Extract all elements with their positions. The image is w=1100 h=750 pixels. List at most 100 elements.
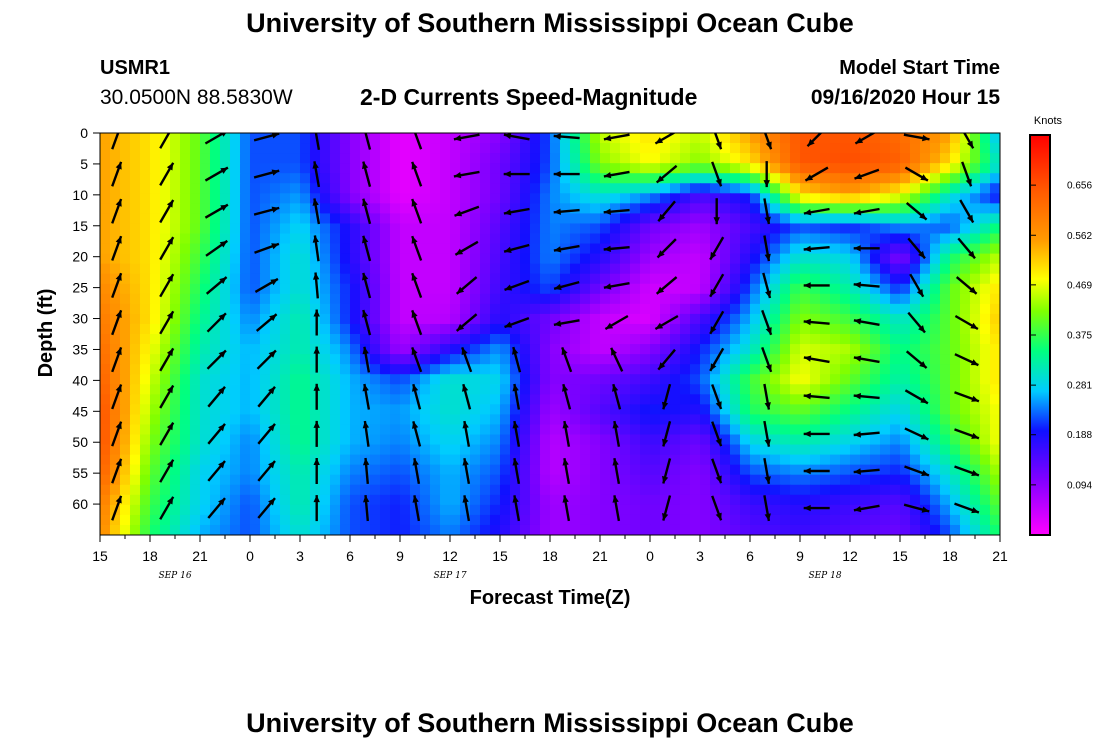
- heat-cell: [110, 213, 121, 225]
- current-arrow: [854, 133, 876, 145]
- heat-cell: [880, 323, 891, 335]
- heat-cell: [610, 344, 621, 355]
- heat-cell: [440, 323, 451, 335]
- current-arrow: [803, 245, 830, 252]
- heat-cell: [470, 303, 481, 315]
- heat-cell: [910, 374, 921, 385]
- heat-cell: [830, 263, 841, 275]
- heat-cell: [320, 303, 331, 315]
- heat-cell: [480, 223, 491, 235]
- heat-cell: [460, 213, 471, 225]
- heat-cell: [950, 474, 961, 486]
- heat-cell: [890, 354, 901, 365]
- heat-cell: [250, 163, 261, 174]
- heat-cell: [890, 514, 901, 526]
- heat-cell: [570, 364, 581, 375]
- heat-cell: [210, 233, 221, 245]
- heat-cell: [870, 173, 881, 184]
- heat-cell: [950, 344, 961, 355]
- heat-cell: [970, 153, 981, 164]
- current-arrow: [1055, 131, 1078, 144]
- heat-cell: [430, 434, 441, 446]
- heat-cell: [130, 183, 141, 194]
- heat-cell: [780, 404, 791, 415]
- heat-cell: [460, 163, 471, 174]
- heat-cell: [490, 354, 501, 365]
- current-arrow: [803, 318, 830, 326]
- heat-cell: [360, 504, 371, 516]
- heat-cell: [300, 213, 311, 225]
- heat-cell: [830, 434, 841, 446]
- heat-cell: [780, 173, 791, 184]
- heat-cell: [500, 173, 511, 184]
- heat-cell: [730, 173, 741, 184]
- heat-cell: [920, 424, 931, 436]
- heat-cell: [890, 334, 901, 345]
- heat-cell: [960, 504, 971, 516]
- heat-cell: [900, 434, 911, 446]
- heat-cell: [620, 394, 631, 405]
- heat-cell: [880, 344, 891, 355]
- current-arrow: [159, 310, 175, 335]
- heat-cell: [500, 233, 511, 245]
- heat-cell: [600, 404, 611, 415]
- heat-cell: [350, 464, 361, 476]
- heat-cell: [580, 263, 591, 275]
- heat-cell: [960, 313, 971, 325]
- heat-cell: [120, 313, 131, 325]
- heat-cell: [750, 444, 761, 456]
- heat-cell: [210, 293, 221, 305]
- heat-cell: [570, 233, 581, 245]
- heat-cell: [250, 293, 261, 305]
- heat-cell: [680, 143, 691, 154]
- heat-cell: [330, 283, 341, 295]
- heat-cell: [200, 283, 211, 295]
- heat-cell: [130, 263, 141, 275]
- heat-cell: [700, 374, 711, 385]
- heat-cell: [620, 514, 631, 526]
- heat-cell: [140, 233, 151, 245]
- heat-cell: [160, 213, 171, 225]
- heat-cell: [110, 163, 121, 174]
- heat-cell: [730, 424, 741, 436]
- heat-cell: [120, 414, 131, 426]
- heat-cell: [930, 213, 941, 225]
- heat-cell: [430, 183, 441, 194]
- heat-cell: [930, 354, 941, 365]
- heat-cell: [500, 143, 511, 154]
- heat-cell: [550, 374, 561, 385]
- heat-cell: [900, 404, 911, 415]
- heat-cell: [310, 303, 321, 315]
- colorbar-unit: Knots: [1034, 115, 1063, 127]
- heat-cell: [210, 143, 221, 154]
- current-arrow: [207, 460, 226, 482]
- heat-cell: [620, 153, 631, 164]
- heat-cell: [590, 484, 601, 496]
- heat-cell: [750, 173, 761, 184]
- heat-cell: [240, 504, 251, 516]
- heat-cell: [990, 133, 1000, 144]
- heat-cell: [550, 163, 561, 174]
- heat-cell: [990, 404, 1000, 415]
- heat-cell: [440, 344, 451, 355]
- heat-cell: [700, 133, 711, 144]
- heat-cell: [150, 133, 161, 144]
- heat-cell: [720, 494, 731, 506]
- heat-cell: [660, 424, 671, 436]
- heat-cell: [150, 494, 161, 506]
- heat-cell: [670, 394, 681, 405]
- heat-cell: [390, 183, 401, 194]
- heat-cell: [560, 273, 571, 285]
- heat-cell: [400, 504, 411, 516]
- heat-cell: [550, 424, 561, 436]
- heat-cell: [890, 384, 901, 395]
- heat-cell: [820, 374, 831, 385]
- heat-cell: [400, 183, 411, 194]
- heat-cell: [460, 233, 471, 245]
- chart-title: University of Southern Mississippi Ocean…: [246, 8, 854, 38]
- current-arrow: [713, 198, 720, 225]
- heat-cell: [980, 344, 991, 355]
- heat-cell: [270, 323, 281, 335]
- heat-cell: [640, 434, 651, 446]
- heat-cell: [640, 384, 651, 395]
